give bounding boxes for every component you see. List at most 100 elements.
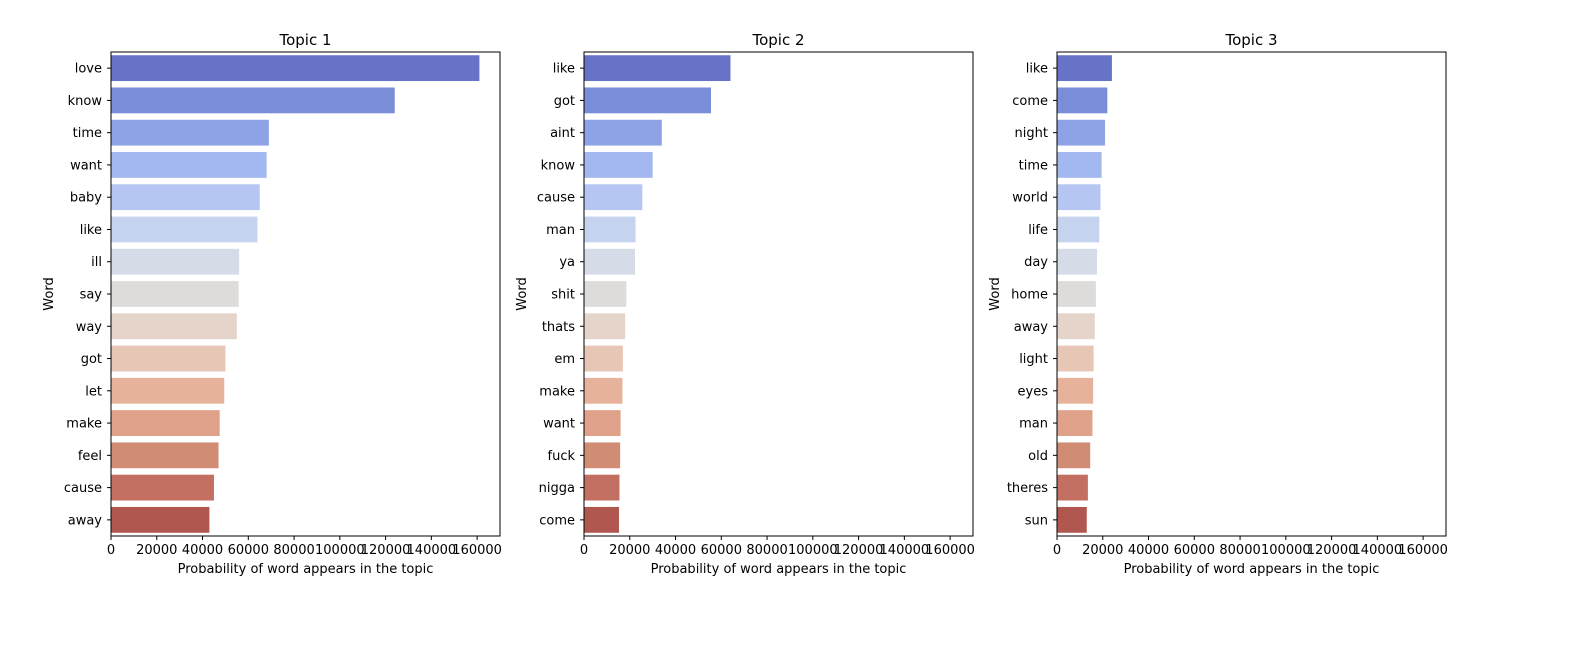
bar-say bbox=[111, 281, 239, 307]
y-tick-label: cause bbox=[64, 481, 102, 496]
bar-want bbox=[584, 410, 621, 436]
y-tick-label: want bbox=[543, 417, 575, 432]
bar-man bbox=[1057, 410, 1093, 436]
bar-night bbox=[1057, 119, 1106, 146]
x-tick-label: 0 bbox=[107, 543, 115, 558]
bar-old bbox=[1057, 442, 1091, 469]
y-tick-label: away bbox=[68, 513, 103, 528]
y-tick-label: make bbox=[539, 384, 575, 399]
bar-cause bbox=[111, 474, 214, 501]
bar-sun bbox=[1057, 506, 1087, 533]
y-tick-label: day bbox=[1024, 255, 1048, 270]
y-tick-label: baby bbox=[70, 191, 102, 206]
bar-know bbox=[584, 152, 653, 178]
bar-man bbox=[584, 216, 636, 243]
bar-eyes bbox=[1057, 377, 1094, 404]
y-tick-label: man bbox=[1019, 417, 1048, 432]
x-tick-label: 140000 bbox=[880, 543, 930, 558]
y-tick-label: night bbox=[1015, 126, 1048, 141]
bar-nigga bbox=[584, 474, 620, 501]
y-tick-label: sun bbox=[1025, 513, 1048, 528]
x-tick-label: 160000 bbox=[925, 543, 975, 558]
bar-away bbox=[111, 506, 210, 533]
y-tick-label: come bbox=[539, 513, 575, 528]
bar-love bbox=[111, 55, 480, 82]
y-tick-label: ill bbox=[91, 255, 102, 270]
y-tick-label: aint bbox=[550, 126, 575, 141]
x-tick-label: 40000 bbox=[1128, 543, 1169, 558]
y-tick-label: old bbox=[1028, 449, 1048, 464]
bar-life bbox=[1057, 216, 1100, 243]
y-tick-label: man bbox=[546, 223, 575, 238]
y-tick-label: shit bbox=[551, 288, 575, 303]
x-axis-label: Probability of word appears in the topic bbox=[651, 562, 907, 577]
bar-like bbox=[584, 55, 731, 82]
chart-panel-3: like come night time world life day home away lig… bbox=[988, 31, 1448, 577]
chart-title: Topic 3 bbox=[1224, 31, 1277, 49]
x-axis-label: Probability of word appears in the topic bbox=[178, 562, 434, 577]
y-axis-label: Word bbox=[515, 277, 530, 310]
bar-baby bbox=[111, 184, 260, 211]
y-tick-label: let bbox=[85, 384, 102, 399]
bar-make bbox=[584, 377, 623, 404]
x-tick-label: 0 bbox=[1053, 543, 1061, 558]
y-tick-label: cause bbox=[537, 191, 575, 206]
y-tick-label: love bbox=[75, 62, 102, 77]
y-tick-label: come bbox=[1012, 94, 1048, 109]
bar-theres bbox=[1057, 474, 1088, 501]
x-tick-label: 120000 bbox=[1307, 543, 1357, 558]
y-tick-label: make bbox=[66, 417, 102, 432]
y-tick-label: time bbox=[1019, 158, 1048, 173]
y-tick-label: eyes bbox=[1018, 384, 1049, 399]
bar-want bbox=[111, 152, 267, 178]
y-tick-label: want bbox=[70, 158, 102, 173]
y-tick-label: fuck bbox=[548, 449, 576, 464]
bar-home bbox=[1057, 281, 1096, 307]
y-tick-label: way bbox=[76, 320, 103, 335]
y-tick-label: life bbox=[1028, 223, 1048, 238]
x-tick-label: 80000 bbox=[746, 543, 787, 558]
x-tick-label: 20000 bbox=[136, 543, 177, 558]
bar-like bbox=[111, 216, 258, 243]
chart-title: Topic 1 bbox=[278, 31, 331, 49]
x-tick-label: 20000 bbox=[1082, 543, 1123, 558]
y-tick-label: world bbox=[1012, 191, 1048, 206]
bar-aint bbox=[584, 119, 662, 146]
y-axis-label: Word bbox=[42, 277, 57, 310]
y-tick-label: away bbox=[1014, 320, 1049, 335]
x-tick-label: 40000 bbox=[182, 543, 223, 558]
bar-world bbox=[1057, 184, 1101, 211]
y-tick-label: like bbox=[80, 223, 102, 238]
bar-come bbox=[584, 506, 620, 533]
y-tick-label: know bbox=[68, 94, 103, 109]
bar-time bbox=[1057, 152, 1102, 178]
bar-make bbox=[111, 410, 220, 436]
x-tick-label: 120000 bbox=[361, 543, 411, 558]
x-tick-label: 20000 bbox=[609, 543, 650, 558]
bar-fuck bbox=[584, 442, 621, 469]
y-tick-label: know bbox=[541, 158, 576, 173]
x-tick-label: 0 bbox=[580, 543, 588, 558]
bar-let bbox=[111, 377, 225, 404]
y-tick-label: say bbox=[80, 288, 103, 303]
bar-day bbox=[1057, 248, 1098, 275]
y-tick-label: thats bbox=[542, 320, 575, 335]
y-tick-label: like bbox=[553, 62, 575, 77]
y-tick-label: time bbox=[73, 126, 102, 141]
chart-title: Topic 2 bbox=[751, 31, 804, 49]
y-tick-label: theres bbox=[1007, 481, 1048, 496]
bar-ill bbox=[111, 248, 240, 275]
x-tick-label: 60000 bbox=[701, 543, 742, 558]
x-tick-label: 80000 bbox=[273, 543, 314, 558]
bar-ya bbox=[584, 248, 636, 275]
bar-cause bbox=[584, 184, 643, 211]
x-tick-label: 40000 bbox=[655, 543, 696, 558]
chart-panel-1: love know time want baby like ill say way got let m… bbox=[42, 31, 502, 577]
y-tick-label: got bbox=[81, 352, 102, 367]
x-tick-label: 80000 bbox=[1219, 543, 1260, 558]
bar-like bbox=[1057, 55, 1112, 82]
y-axis-label: Word bbox=[988, 277, 1003, 310]
x-axis-label: Probability of word appears in the topic bbox=[1124, 562, 1380, 577]
y-tick-label: ya bbox=[559, 255, 575, 270]
